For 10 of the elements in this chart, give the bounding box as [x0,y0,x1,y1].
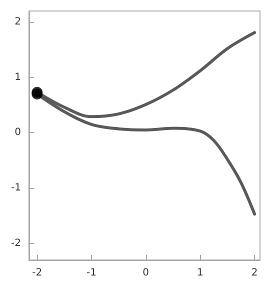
x-tick-label: -2 [32,268,42,278]
y-tick-label: 1 [14,72,21,83]
y-tick-label: 2 [14,16,21,28]
y-tick-label: 0 [14,127,21,138]
x-tick-label: 2 [251,268,258,278]
y-tick-label: -1 [10,182,21,194]
x-tick-label: 0 [142,268,150,278]
x-tick-label: -1 [86,268,96,278]
y-tick-label: -2 [10,238,21,249]
x-tick-label: 1 [197,268,204,278]
